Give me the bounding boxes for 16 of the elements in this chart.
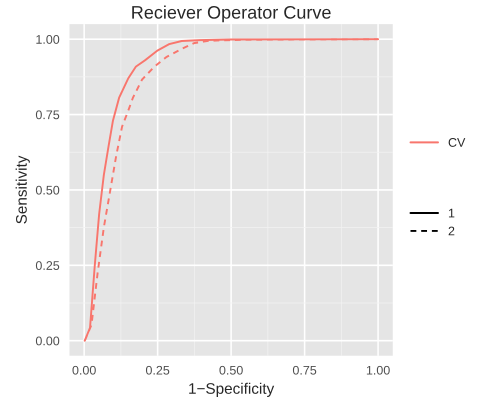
text: CV <box>448 138 466 147</box>
chart-title: Reciever Operator Curve <box>132 5 331 22</box>
text: 1 <box>448 208 454 218</box>
x-tick-label: 0.25 <box>146 366 170 375</box>
y-tick-label: 0.25 <box>36 261 60 270</box>
y-tick-label: 0.00 <box>36 336 60 346</box>
x-axis-title: 1−Specificity <box>189 382 274 397</box>
y-tick-label: 0.50 <box>36 186 60 195</box>
x-tick-label: 1.00 <box>366 366 390 375</box>
y-tick-label: 0.75 <box>36 110 60 120</box>
y-tick-label: 1.00 <box>36 34 60 44</box>
x-tick-label: 0.75 <box>292 366 316 375</box>
x-tick-label: 0.50 <box>219 366 243 375</box>
text: 2 <box>448 226 454 236</box>
y-axis-title: Sensitivity <box>16 156 30 224</box>
x-tick-label: 0.00 <box>72 366 96 375</box>
